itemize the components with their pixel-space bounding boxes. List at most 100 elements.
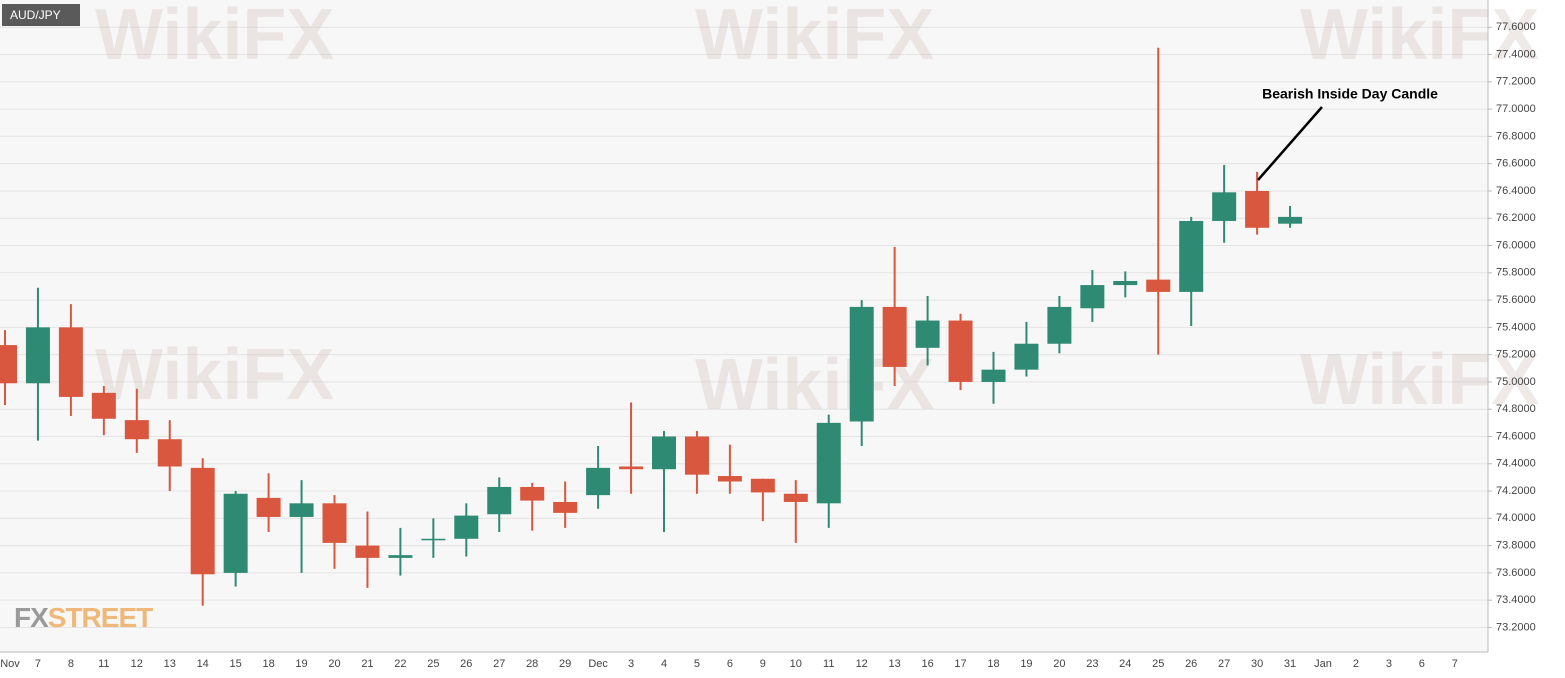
candle-body: [454, 515, 479, 539]
y-tick-label: 74.6000: [1496, 430, 1536, 442]
candle-body: [0, 345, 17, 384]
candle-body: [223, 493, 248, 573]
annotation: Bearish Inside Day Candle: [1262, 86, 1438, 102]
x-tick-label: 26: [460, 658, 472, 670]
axis-background: [1488, 0, 1565, 678]
watermark: WikiFX: [695, 0, 934, 75]
candle-body: [388, 555, 413, 558]
x-tick-label: 14: [197, 658, 209, 670]
x-tick-label: 11: [98, 658, 109, 670]
watermark: WikiFX: [95, 335, 334, 415]
x-tick-label: 20: [328, 658, 340, 670]
candle-body: [91, 392, 116, 419]
x-tick-label: 15: [230, 658, 242, 670]
logo: FXSTREET: [14, 602, 153, 633]
annotation-arrow: [1257, 106, 1323, 181]
candle-body: [520, 486, 545, 501]
x-tick-label: 12: [856, 658, 868, 670]
y-tick-label: 73.2000: [1496, 621, 1536, 633]
candle-body: [1212, 192, 1237, 221]
watermark: WikiFX: [1300, 0, 1539, 75]
y-tick-label: 77.4000: [1496, 48, 1536, 60]
y-tick-label: 76.6000: [1496, 158, 1536, 170]
y-tick-label: 76.0000: [1496, 239, 1536, 251]
candle-body: [1146, 279, 1171, 292]
x-tick-label: 2: [1353, 658, 1359, 670]
candle-body: [1278, 216, 1303, 224]
candle-body: [25, 327, 50, 384]
candle-body: [586, 467, 611, 496]
logo-part: FX: [14, 602, 49, 633]
y-tick-label: 74.0000: [1496, 512, 1536, 524]
x-tick-label: 29: [559, 658, 571, 670]
x-tick-label: 31: [1284, 658, 1296, 670]
candle-body: [58, 327, 83, 397]
y-tick-label: 75.4000: [1496, 321, 1536, 333]
x-tick-label: 6: [1419, 658, 1425, 670]
x-tick-label: 13: [164, 658, 176, 670]
y-tick-label: 73.8000: [1496, 540, 1536, 552]
candle-body: [421, 538, 446, 541]
x-tick-label: 5: [694, 658, 700, 670]
x-tick-label: 9: [760, 658, 766, 670]
y-tick-label: 74.8000: [1496, 403, 1536, 415]
candle-body: [816, 422, 841, 504]
x-tick-label: 21: [361, 658, 373, 670]
candle-body: [981, 369, 1006, 382]
candle-body: [1113, 280, 1138, 286]
x-tick-label: 7: [1452, 658, 1458, 670]
x-tick-label: 4: [661, 658, 667, 670]
candle-body: [1245, 190, 1270, 228]
x-tick-label: 23: [1086, 658, 1098, 670]
candle-body: [487, 486, 512, 515]
y-tick-label: 76.2000: [1496, 212, 1536, 224]
title-box: [2, 4, 80, 26]
candle-body: [750, 478, 775, 493]
y-tick-label: 77.2000: [1496, 76, 1536, 88]
candle-body: [717, 476, 742, 482]
candle-body: [1047, 306, 1072, 344]
candle-body: [157, 439, 182, 467]
x-tick-label: 3: [628, 658, 634, 670]
candle-body: [684, 436, 709, 475]
candle-body: [322, 503, 347, 543]
watermark: WikiFX: [1300, 340, 1539, 420]
candle-body: [289, 503, 314, 517]
candle-body: [1080, 285, 1105, 309]
x-tick-label: 25: [1152, 658, 1164, 670]
y-tick-label: 76.8000: [1496, 130, 1536, 142]
y-tick-label: 77.6000: [1496, 21, 1536, 33]
x-tick-label: 27: [1218, 658, 1230, 670]
y-tick-label: 73.6000: [1496, 567, 1536, 579]
candle-body: [256, 497, 281, 517]
x-tick-label: 8: [68, 658, 74, 670]
y-tick-label: 76.4000: [1496, 185, 1536, 197]
x-tick-label: 19: [295, 658, 307, 670]
candle-body: [783, 493, 808, 502]
candle-body: [355, 545, 380, 558]
candle-body: [619, 466, 644, 470]
x-tick-label: 30: [1251, 658, 1263, 670]
y-tick-label: 74.2000: [1496, 485, 1536, 497]
x-tick-label: 18: [987, 658, 999, 670]
candle-body: [124, 420, 149, 440]
x-tick-label: 12: [131, 658, 143, 670]
x-tick-label: Nov: [0, 658, 20, 670]
y-tick-label: 75.2000: [1496, 349, 1536, 361]
x-tick-label: 26: [1185, 658, 1197, 670]
candle-body: [915, 320, 940, 348]
x-tick-label: 20: [1053, 658, 1065, 670]
x-tick-label: 11: [823, 658, 834, 670]
logo-part: STREET: [48, 602, 153, 633]
x-tick-label: 28: [526, 658, 538, 670]
y-tick-label: 75.6000: [1496, 294, 1536, 306]
chart-title: AUD/JPY: [10, 8, 61, 22]
x-tick-label: 13: [889, 658, 901, 670]
candle-body: [553, 501, 578, 513]
x-tick-label: 19: [1020, 658, 1032, 670]
y-tick-label: 75.8000: [1496, 267, 1536, 279]
x-tick-label: Jan: [1314, 658, 1332, 670]
y-tick-label: 75.0000: [1496, 376, 1536, 388]
